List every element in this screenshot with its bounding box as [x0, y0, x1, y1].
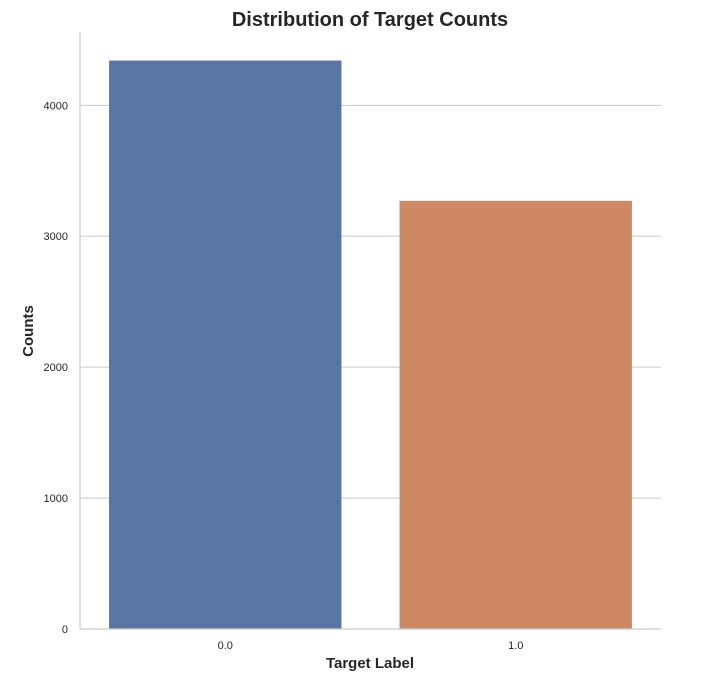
chart-title: Distribution of Target Counts	[232, 9, 508, 31]
axis-spines	[79, 32, 661, 630]
y-tick-label: 3000	[44, 231, 68, 243]
y-tick-label: 1000	[44, 493, 68, 505]
y-tick-labels: 0 1000 2000 3000 4000	[44, 100, 68, 636]
y-axis-label: Counts	[20, 305, 37, 357]
bar-0-0	[109, 60, 342, 630]
y-tick-label: 0	[62, 624, 68, 636]
bars	[109, 60, 632, 630]
bar-1-0	[399, 200, 632, 629]
x-axis-label: Target Label	[326, 655, 414, 672]
x-tick-label: 1.0	[508, 640, 523, 652]
x-tick-label: 0.0	[218, 640, 233, 652]
y-tick-label: 4000	[44, 100, 68, 112]
x-tick-labels: 0.0 1.0	[218, 640, 524, 652]
y-tick-label: 2000	[44, 362, 68, 374]
